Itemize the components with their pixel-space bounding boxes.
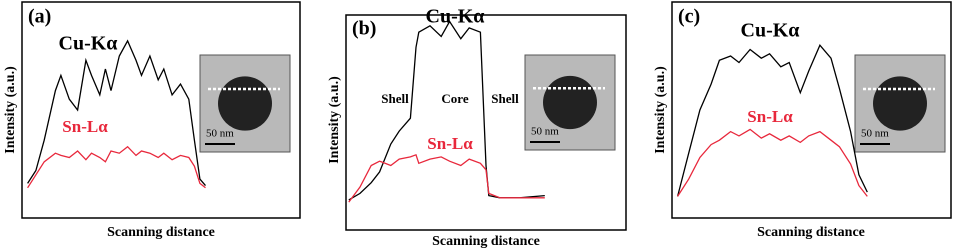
- line-series: [27, 39, 206, 187]
- particle: [218, 76, 272, 131]
- plot-frame: [21, 1, 301, 219]
- panel-label: (c): [678, 6, 700, 28]
- series-label: Sn-Lα: [427, 134, 473, 153]
- x-axis-label: Scanning distance: [432, 234, 540, 249]
- y-axis-label: Intensity (a.u.): [653, 66, 668, 154]
- line-series: [676, 43, 868, 197]
- particle: [543, 75, 597, 130]
- particle: [873, 76, 927, 131]
- series-label: Cu-Kα: [426, 6, 485, 28]
- panel-label: (a): [28, 6, 51, 28]
- scale-bar-label: 50 nm: [206, 128, 234, 140]
- annotation: Core: [441, 91, 468, 106]
- line-series: [677, 128, 868, 197]
- line-series: [27, 145, 206, 189]
- plot-frame: [671, 1, 952, 219]
- y-axis-label: Intensity (a.u.): [3, 66, 18, 154]
- panel: 50 nm Cu-Kα Sn-Lα (a) Scanning distance Inten…: [3, 1, 301, 240]
- annotation: Shell: [381, 91, 409, 106]
- annotation: Shell: [491, 91, 519, 106]
- x-axis-label: Scanning distance: [107, 225, 215, 240]
- inset-image: [524, 54, 616, 151]
- scale-bar-label: 50 nm: [531, 126, 559, 138]
- x-axis-label: Scanning distance: [757, 225, 865, 240]
- panel: 50 nm Cu-Kα Sn-Lα (c) Scanning distance Inten…: [653, 1, 952, 240]
- series-label: Cu-Kα: [741, 20, 800, 42]
- line-series: [348, 20, 545, 201]
- panel-label: (b): [352, 18, 376, 40]
- series-label: Cu-Kα: [59, 33, 118, 55]
- line-series: [348, 153, 545, 203]
- series-label: Sn-Lα: [62, 117, 108, 136]
- scale-bar-label: 50 nm: [861, 128, 889, 140]
- inset-image: [199, 54, 291, 153]
- plot-frame: [345, 14, 627, 231]
- panel: 50 nm Cu-Kα Sn-Lα Shell Core Shell (b) Scanning…: [327, 6, 627, 249]
- y-axis-label: Intensity (a.u.): [327, 76, 342, 164]
- series-label: Sn-Lα: [747, 107, 793, 126]
